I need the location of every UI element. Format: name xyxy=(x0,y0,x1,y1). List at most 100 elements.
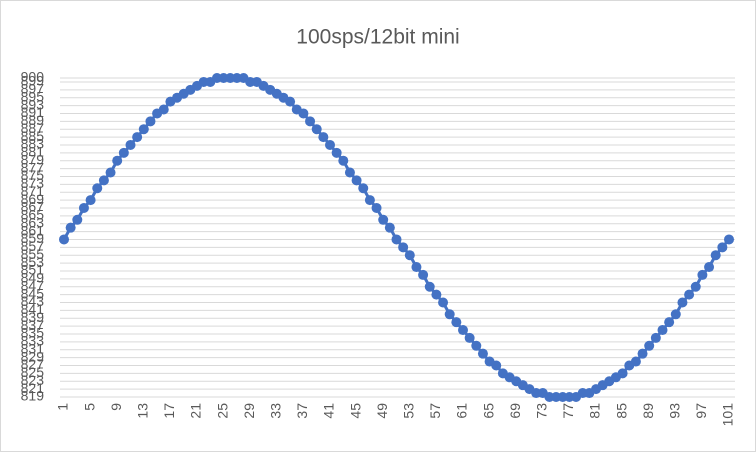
data-point xyxy=(371,202,382,213)
data-point xyxy=(298,108,309,119)
data-point xyxy=(451,317,462,328)
data-point xyxy=(85,195,96,206)
x-tick-label: 57 xyxy=(427,403,443,419)
data-point xyxy=(132,132,143,143)
data-point xyxy=(704,262,715,273)
data-point xyxy=(364,195,375,206)
x-tick-label: 97 xyxy=(693,403,709,419)
data-point xyxy=(384,222,395,233)
data-point xyxy=(491,360,502,371)
data-point xyxy=(118,147,129,158)
y-tick-label: 829 xyxy=(21,348,45,364)
y-tick-label: 885 xyxy=(21,128,45,144)
x-tick-label: 25 xyxy=(214,403,230,419)
data-point xyxy=(458,325,468,336)
data-point xyxy=(65,222,76,233)
y-tick-label: 895 xyxy=(21,88,45,104)
y-tick-label: 889 xyxy=(21,112,45,128)
data-point xyxy=(285,96,296,107)
data-point xyxy=(138,124,149,135)
x-tick-label: 73 xyxy=(534,403,550,419)
y-tick-label: 857 xyxy=(21,238,45,254)
data-point xyxy=(391,234,402,245)
data-point xyxy=(105,167,116,178)
x-tick-label: 85 xyxy=(613,403,629,419)
y-tick-label: 893 xyxy=(21,96,45,112)
data-point xyxy=(398,242,409,253)
x-tick-label: 65 xyxy=(480,403,496,419)
data-point xyxy=(697,269,708,280)
x-tick-label: 33 xyxy=(268,403,284,419)
x-tick-label: 17 xyxy=(161,403,177,419)
y-tick-label: 847 xyxy=(21,277,45,293)
data-point xyxy=(344,167,355,178)
data-point xyxy=(411,262,422,273)
y-tick-label: 837 xyxy=(21,317,45,333)
data-point xyxy=(464,332,475,343)
y-tick-label: 887 xyxy=(21,120,45,136)
y-tick-label: 871 xyxy=(21,183,45,199)
data-point xyxy=(724,234,734,245)
data-point xyxy=(378,214,389,225)
data-point xyxy=(78,202,89,213)
chart-title: 100sps/12bit mini xyxy=(296,26,459,49)
data-point xyxy=(311,124,322,135)
x-tick-label: 81 xyxy=(587,403,603,419)
x-tick-label: 101 xyxy=(720,403,736,427)
data-point xyxy=(657,325,668,336)
data-point xyxy=(717,242,728,253)
y-tick-label: 839 xyxy=(21,309,45,325)
y-tick-label: 879 xyxy=(21,151,45,167)
data-point xyxy=(338,155,349,166)
data-point xyxy=(438,297,449,308)
y-tick-label: 863 xyxy=(21,214,45,230)
data-point xyxy=(471,340,482,351)
y-tick-label: 877 xyxy=(21,159,45,175)
y-tick-label: 899 xyxy=(21,73,45,89)
data-point xyxy=(158,104,169,115)
x-tick-label: 21 xyxy=(188,403,204,419)
data-point xyxy=(404,250,415,261)
y-tick-label: 883 xyxy=(21,136,45,152)
x-tick-label: 37 xyxy=(294,403,310,419)
data-point xyxy=(664,317,675,328)
data-point xyxy=(418,269,429,280)
y-tick-label: 825 xyxy=(21,364,45,380)
data-point xyxy=(325,139,335,150)
data-point xyxy=(424,281,435,292)
y-tick-label: 897 xyxy=(21,81,45,97)
data-point xyxy=(690,281,701,292)
data-point xyxy=(677,297,688,308)
data-point xyxy=(305,116,316,127)
y-tick-label: 823 xyxy=(21,372,45,388)
x-tick-label: 89 xyxy=(640,403,656,419)
data-point xyxy=(630,356,641,367)
y-tick-label: 865 xyxy=(21,207,45,223)
data-point xyxy=(670,309,681,320)
x-tick-label: 9 xyxy=(108,403,124,411)
y-tick-label: 833 xyxy=(21,333,45,349)
y-tick-label: 900 xyxy=(21,69,45,85)
data-point xyxy=(125,139,136,150)
x-tick-label: 1 xyxy=(55,403,71,411)
y-tick-label: 835 xyxy=(21,325,45,341)
data-point xyxy=(72,214,83,225)
data-point xyxy=(684,289,695,300)
y-tick-label: 831 xyxy=(21,340,45,356)
x-tick-label: 13 xyxy=(135,403,151,419)
y-tick-label: 881 xyxy=(21,144,45,160)
x-tick-label: 45 xyxy=(347,403,363,419)
data-point xyxy=(650,332,661,343)
x-tick-label: 93 xyxy=(667,403,683,419)
y-tick-label: 859 xyxy=(21,230,45,246)
y-tick-label: 843 xyxy=(21,293,45,309)
x-tick-label: 53 xyxy=(401,403,417,419)
y-tick-label: 875 xyxy=(21,167,45,183)
y-tick-label: 891 xyxy=(21,104,45,120)
x-tick-label: 41 xyxy=(321,403,337,419)
data-point xyxy=(59,234,69,245)
data-point xyxy=(98,175,109,186)
x-tick-label: 49 xyxy=(374,403,390,419)
